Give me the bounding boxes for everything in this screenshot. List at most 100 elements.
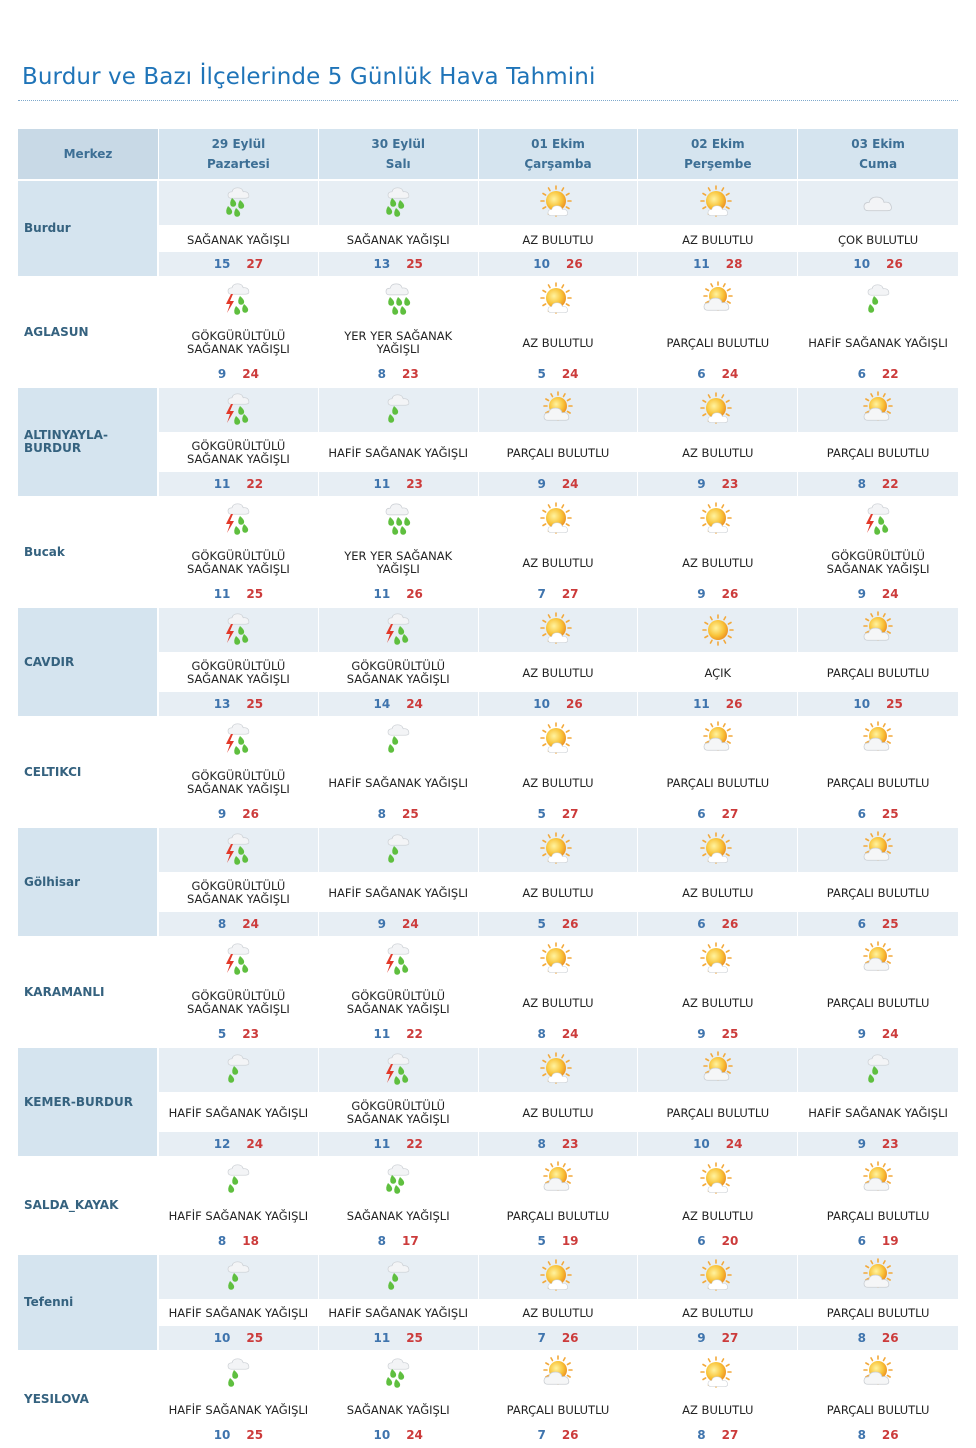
- table-row: YESILOVA HAFİF SAĞANAK YAĞIŞLI 10 25 SAĞANAK…: [18, 1350, 958, 1447]
- max-temperature: 24: [242, 917, 259, 931]
- forecast-cell: AZ BULUTLU 9 25: [638, 936, 799, 1046]
- forecast-cell: GÖKGÜRÜLTÜLÜ SAĞANAK YAĞIŞLI 5 23: [159, 936, 319, 1046]
- forecast-cell: AZ BULUTLU 10 26: [478, 179, 639, 276]
- mostly-cloudy-sun-icon: [798, 938, 958, 982]
- location-name: Burdur: [18, 179, 159, 276]
- mostly-cloudy-sun-icon: [478, 1352, 638, 1396]
- forecast-cell: PARÇALI BULUTLU 6 19: [798, 1156, 958, 1253]
- temperature-range: 11 22: [159, 472, 318, 496]
- min-temperature: 12: [213, 1137, 231, 1151]
- weather-description: AZ BULUTLU: [638, 1203, 798, 1229]
- thunder-rain-icon: [159, 278, 318, 322]
- forecast-cell: AZ BULUTLU 5 27: [478, 716, 639, 826]
- page-title: Burdur ve Bazı İlçelerinde 5 Günlük Hava…: [22, 64, 596, 90]
- temperature-range: 11 22: [318, 1022, 478, 1046]
- min-temperature: 9: [857, 1137, 866, 1151]
- max-temperature: 22: [406, 1027, 423, 1041]
- min-temperature: 11: [213, 587, 231, 601]
- table-row: Bucak GÖKGÜRÜLTÜLÜ SAĞANAK YAĞIŞLI 11 25 YER…: [18, 496, 958, 606]
- max-temperature: 27: [721, 807, 739, 821]
- mostly-cloudy-sun-icon: [798, 1352, 958, 1396]
- temperature-range: 8 23: [318, 362, 478, 386]
- forecast-table: Merkez 29 Eylül Pazartesi 30 Eylül Salı 01…: [18, 129, 958, 1447]
- temperature-range: 11 23: [318, 472, 478, 496]
- temperature-range: 8 22: [798, 472, 958, 496]
- max-temperature: 18: [242, 1234, 259, 1248]
- min-temperature: 8: [377, 807, 387, 821]
- min-temperature: 8: [857, 1428, 866, 1442]
- min-temperature: 9: [217, 367, 227, 381]
- min-temperature: 6: [697, 367, 706, 381]
- min-temperature: 5: [537, 1234, 546, 1248]
- weather-description: PARÇALI BULUTLU: [798, 1300, 958, 1326]
- min-temperature: 15: [213, 257, 231, 271]
- forecast-cell: ÇOK BULUTLU 10 26: [798, 179, 958, 276]
- light-rain-icon: [798, 1048, 958, 1092]
- weather-description: SAĞANAK YAĞIŞLI: [318, 228, 478, 252]
- forecast-cell: SAĞANAK YAĞIŞLI 13 25: [318, 179, 479, 276]
- mostly-cloudy-sun-icon: [798, 608, 958, 652]
- weather-description: PARÇALI BULUTLU: [798, 984, 958, 1022]
- thunder-rain-icon: [318, 608, 478, 652]
- weather-description: ÇOK BULUTLU: [798, 228, 958, 252]
- weather-description: HAFİF SAĞANAK YAĞIŞLI: [318, 874, 478, 912]
- weather-description: AZ BULUTLU: [478, 1300, 638, 1326]
- weather-description: PARÇALI BULUTLU: [798, 434, 958, 472]
- min-temperature: 8: [377, 1234, 387, 1248]
- min-temperature: 8: [537, 1027, 546, 1041]
- thunder-rain-icon: [159, 938, 318, 982]
- forecast-cell: HAFİF SAĞANAK YAĞIŞLI 10 25: [159, 1253, 319, 1350]
- temperature-range: 10 26: [478, 692, 638, 716]
- mostly-cloudy-sun-icon: [478, 1158, 638, 1202]
- weather-description: HAFİF SAĞANAK YAĞIŞLI: [318, 764, 478, 802]
- min-temperature: 6: [697, 807, 706, 821]
- min-temperature: 11: [373, 1331, 391, 1345]
- mostly-cloudy-sun-icon: [798, 388, 958, 432]
- temperature-range: 11 26: [638, 692, 798, 716]
- temperature-range: 8 24: [478, 1022, 638, 1046]
- max-temperature: 27: [721, 1331, 739, 1345]
- temperature-range: 11 25: [159, 582, 318, 606]
- thunder-rain-icon: [798, 498, 958, 542]
- location-name: ALTINYAYLA-BURDUR: [18, 386, 159, 496]
- light-rain-icon: [159, 1158, 318, 1202]
- max-temperature: 25: [881, 807, 899, 821]
- min-temperature: 10: [853, 697, 871, 711]
- light-rain-icon: [318, 718, 478, 762]
- light-rain-icon: [798, 278, 958, 322]
- temperature-range: 8 18: [159, 1229, 318, 1253]
- forecast-cell: GÖKGÜRÜLTÜLÜ SAĞANAK YAĞIŞLI 11 22: [159, 386, 319, 496]
- heavy-rain-icon: [318, 1352, 478, 1396]
- partly-sunny-icon: [638, 1158, 798, 1202]
- min-temperature: 9: [697, 587, 706, 601]
- weather-description: AÇIK: [638, 654, 798, 692]
- weather-description: HAFİF SAĞANAK YAĞIŞLI: [159, 1203, 318, 1229]
- min-temperature: 9: [857, 1027, 866, 1041]
- temperature-range: 15 27: [159, 252, 318, 276]
- forecast-cell: PARÇALI BULUTLU 6 25: [798, 716, 958, 826]
- weather-description: GÖKGÜRÜLTÜLÜ SAĞANAK YAĞIŞLI: [159, 654, 318, 692]
- min-temperature: 7: [537, 1428, 546, 1442]
- header-date: 30 Eylül: [371, 137, 426, 151]
- min-temperature: 10: [533, 257, 550, 271]
- max-temperature: 20: [721, 1234, 739, 1248]
- sun-icon: [638, 608, 798, 652]
- header-weekday: Salı: [385, 157, 411, 171]
- min-temperature: 6: [857, 1234, 866, 1248]
- weather-description: PARÇALI BULUTLU: [798, 1203, 958, 1229]
- temperature-range: 13 25: [318, 252, 478, 276]
- max-temperature: 26: [561, 1331, 579, 1345]
- temperature-range: 9 24: [478, 472, 638, 496]
- location-name: AGLASUN: [18, 276, 159, 386]
- min-temperature: 10: [693, 1137, 710, 1151]
- thunder-rain-icon: [159, 608, 318, 652]
- forecast-cell: YER YER SAĞANAK YAĞIŞLI 11 26: [318, 496, 479, 606]
- forecast-cell: HAFİF SAĞANAK YAĞIŞLI 9 24: [318, 826, 479, 936]
- header-day: 29 Eylül Pazartesi: [159, 129, 319, 179]
- forecast-cell: AÇIK 11 26: [638, 606, 799, 716]
- max-temperature: 25: [406, 1331, 423, 1345]
- mostly-cloudy-sun-icon: [798, 828, 958, 872]
- weather-description: GÖKGÜRÜLTÜLÜ SAĞANAK YAĞIŞLI: [318, 1094, 478, 1132]
- forecast-cell: AZ BULUTLU 8 27: [638, 1350, 799, 1447]
- max-temperature: 22: [246, 477, 264, 491]
